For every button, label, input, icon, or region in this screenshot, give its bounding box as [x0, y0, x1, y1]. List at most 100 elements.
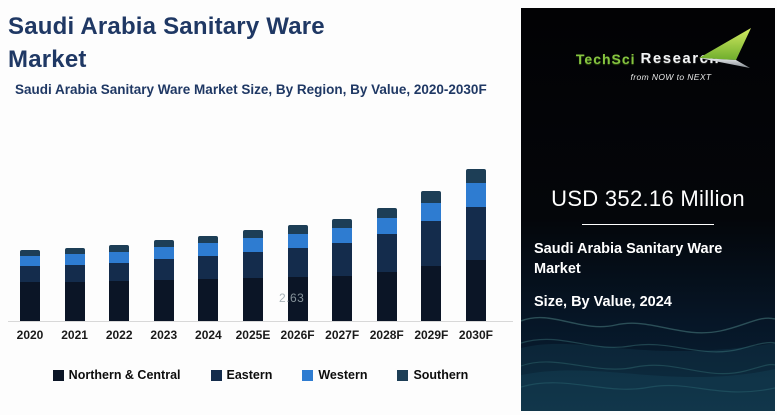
title-line-2: Market	[8, 46, 87, 73]
bar-segment-eastern	[332, 243, 353, 277]
bar-segment-northern-central	[20, 281, 40, 321]
bar-segment-northern-central	[287, 277, 308, 321]
bar-stack	[465, 168, 486, 321]
bar-segment-southern	[332, 219, 353, 229]
bar-segment-northern-central	[465, 259, 486, 321]
bar-segment-western	[64, 253, 85, 266]
bar-segment-southern	[64, 247, 85, 254]
bar-segment-southern	[153, 239, 174, 247]
bar-stack	[376, 208, 397, 321]
legend-item-northern-central: Northern & Central	[52, 368, 181, 382]
bar-stack	[287, 225, 308, 321]
stray-data-label: 2.63	[279, 291, 305, 305]
legend-swatch-icon	[302, 369, 314, 381]
stat-panel: TechSci Research from NOW to NEXT	[521, 8, 775, 411]
bar-segment-eastern	[242, 251, 263, 278]
bar-segment-eastern	[64, 265, 85, 282]
logo-tagline: from NOW to NEXT	[630, 72, 712, 82]
stat-caption-line2: Size, By Value, 2024	[534, 294, 672, 310]
bar-2023: 2023	[150, 239, 177, 342]
bar-stack	[109, 244, 130, 321]
bar-segment-western	[465, 182, 486, 207]
legend-label: Southern	[413, 368, 469, 382]
bar-segment-eastern	[421, 221, 442, 266]
bar-2022: 2022	[106, 244, 133, 342]
wave-pattern-graphic	[521, 316, 775, 411]
chart-panel: Saudi Arabia Sanitary Ware Market Saudi …	[0, 10, 521, 382]
chart-legend: Northern & Central Eastern Western Southern	[0, 368, 521, 382]
bar-segment-southern	[376, 208, 397, 219]
bar-segment-southern	[109, 244, 130, 252]
bar-stack	[153, 239, 174, 321]
bar-segment-northern-central	[64, 281, 85, 321]
bar-segment-northern-central	[332, 276, 353, 321]
bar-segment-eastern	[153, 259, 174, 280]
bar-segment-southern	[198, 236, 219, 244]
bar-segment-western	[20, 256, 40, 267]
bar-segment-northern-central	[242, 278, 263, 321]
bar-segment-eastern	[109, 262, 130, 281]
bar-2026f: 2026F	[281, 225, 315, 342]
bar-stack	[64, 247, 85, 321]
x-axis-label-2028f: 2028F	[369, 328, 404, 342]
bar-stack	[20, 250, 40, 321]
x-axis-label-2029f: 2029F	[414, 328, 449, 342]
bar-segment-eastern	[287, 248, 308, 278]
stat-value: USD 352.16 Million	[551, 186, 745, 211]
x-axis-label-2023: 2023	[150, 328, 178, 342]
bar-segment-western	[198, 243, 219, 257]
bar-2024: 2024	[195, 236, 222, 342]
techsci-logo: TechSci Research from NOW to NEXT	[521, 28, 775, 82]
bar-stack	[198, 236, 219, 321]
bar-segment-southern	[287, 225, 308, 235]
bar-2027f: 2027F	[325, 219, 359, 342]
x-axis-label-2024: 2024	[195, 328, 222, 342]
bar-segment-western	[421, 203, 442, 222]
logo-arrow-icon	[699, 28, 752, 68]
x-axis-label-2022: 2022	[105, 328, 133, 342]
bar-segment-northern-central	[198, 279, 219, 321]
bar-stack	[332, 219, 353, 321]
x-axis-label-2021: 2021	[61, 328, 88, 342]
bar-2025e: 2025E	[236, 229, 270, 342]
legend-item-western: Western	[302, 368, 367, 382]
legend-swatch-icon	[397, 369, 409, 381]
x-axis-line	[8, 321, 513, 322]
x-axis-label-2030f: 2030F	[458, 328, 493, 342]
stat-caption-line1: Saudi Arabia Sanitary Ware Market	[534, 241, 723, 277]
legend-label: Eastern	[226, 368, 273, 382]
bar-segment-southern	[242, 229, 263, 238]
x-axis-label-2026f: 2026F	[280, 328, 315, 342]
page-title: Saudi Arabia Sanitary Ware Market	[8, 10, 513, 76]
bar-segment-western	[242, 237, 263, 252]
legend-swatch-icon	[210, 369, 222, 381]
bar-segment-northern-central	[376, 272, 397, 321]
bar-2030f: 2030F	[459, 168, 493, 342]
logo-brand-green: TechSci	[575, 51, 636, 67]
bar-segment-western	[332, 228, 353, 244]
bar-segment-northern-central	[421, 266, 442, 321]
legend-swatch-icon	[52, 369, 64, 381]
bar-2028f: 2028F	[370, 208, 404, 342]
x-axis-label-2020: 2020	[16, 328, 44, 342]
bar-segment-western	[109, 251, 130, 263]
bar-segment-southern	[421, 190, 442, 204]
legend-label: Northern & Central	[68, 368, 181, 382]
bar-segment-eastern	[465, 206, 486, 260]
bar-2021: 2021	[61, 247, 88, 342]
x-axis-label-2025e: 2025E	[235, 328, 271, 342]
stacked-bar-chart: 2020 2021 2022 2023 2024 2025E 2026F 2027F 2028F…	[17, 150, 493, 342]
stat-block: USD 352.16 Million Saudi Arabia Sanitary…	[521, 186, 775, 312]
x-axis-label-2027f: 2027F	[325, 328, 360, 342]
bar-2020: 2020	[17, 250, 43, 342]
bar-segment-eastern	[376, 234, 397, 272]
bar-segment-eastern	[198, 256, 219, 279]
bar-segment-eastern	[20, 266, 40, 282]
bar-segment-northern-central	[109, 280, 130, 321]
bar-segment-southern	[465, 168, 486, 183]
bar-2029f: 2029F	[414, 190, 448, 342]
legend-item-eastern: Eastern	[210, 368, 273, 382]
bar-stack	[421, 190, 442, 321]
legend-label: Western	[318, 368, 368, 382]
